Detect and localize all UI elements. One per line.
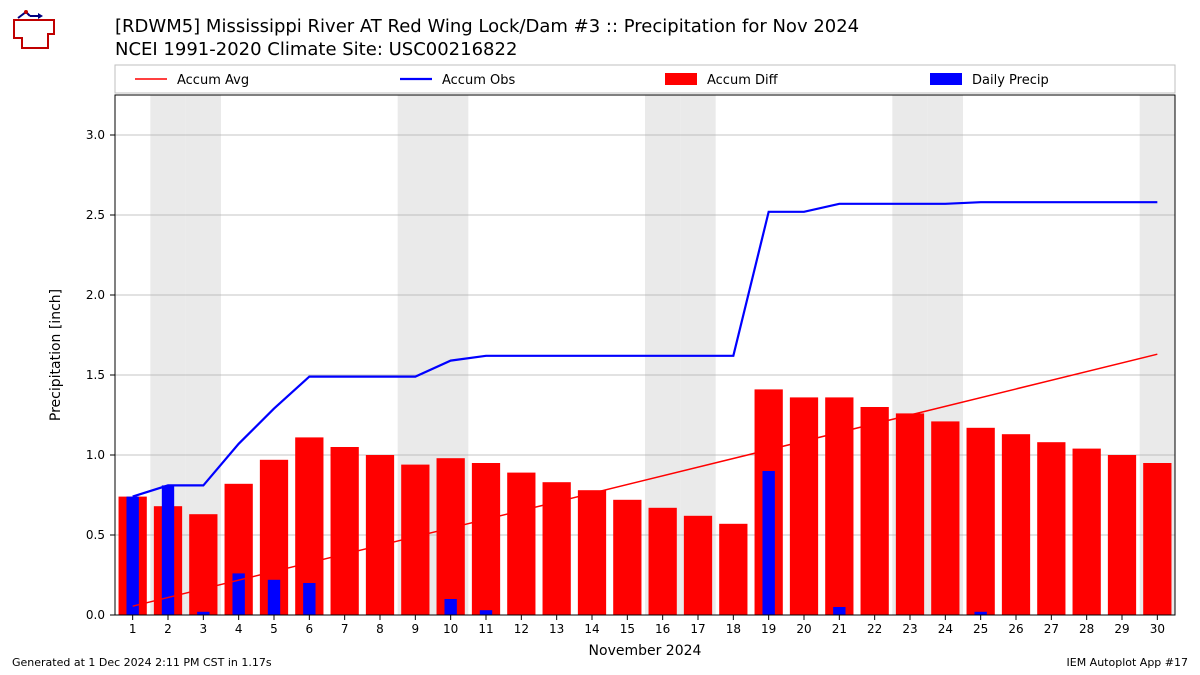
svg-text:11: 11 [478, 622, 493, 636]
svg-text:15: 15 [620, 622, 635, 636]
svg-text:25: 25 [973, 622, 988, 636]
svg-text:4: 4 [235, 622, 243, 636]
svg-text:6: 6 [306, 622, 314, 636]
svg-text:23: 23 [902, 622, 917, 636]
svg-text:29: 29 [1114, 622, 1129, 636]
svg-text:18: 18 [726, 622, 741, 636]
svg-text:14: 14 [584, 622, 599, 636]
svg-text:7: 7 [341, 622, 349, 636]
svg-text:1.5: 1.5 [86, 368, 105, 382]
svg-text:0.0: 0.0 [86, 608, 105, 622]
svg-text:21: 21 [832, 622, 847, 636]
svg-text:Precipitation [inch]: Precipitation [inch] [48, 289, 64, 421]
svg-text:17: 17 [690, 622, 705, 636]
svg-text:November 2024: November 2024 [589, 643, 702, 659]
footer-appid: IEM Autoplot App #17 [1067, 656, 1189, 669]
svg-text:Accum Avg: Accum Avg [177, 73, 249, 88]
svg-text:Accum Obs: Accum Obs [442, 73, 515, 88]
svg-text:Daily Precip: Daily Precip [972, 73, 1049, 88]
svg-text:10: 10 [443, 622, 458, 636]
svg-text:12: 12 [514, 622, 529, 636]
svg-text:Accum Diff: Accum Diff [707, 73, 779, 88]
svg-text:5: 5 [270, 622, 278, 636]
svg-text:0.5: 0.5 [86, 528, 105, 542]
svg-text:19: 19 [761, 622, 776, 636]
svg-text:24: 24 [938, 622, 953, 636]
svg-text:28: 28 [1079, 622, 1094, 636]
svg-text:13: 13 [549, 622, 564, 636]
svg-text:27: 27 [1044, 622, 1059, 636]
svg-text:1.0: 1.0 [86, 448, 105, 462]
precip-chart: 0.00.51.01.52.02.53.01234567891011121314… [0, 0, 1200, 675]
svg-text:16: 16 [655, 622, 670, 636]
svg-text:2.0: 2.0 [86, 288, 105, 302]
svg-text:2: 2 [164, 622, 172, 636]
svg-text:3.0: 3.0 [86, 128, 105, 142]
svg-text:26: 26 [1008, 622, 1023, 636]
svg-text:1: 1 [129, 622, 137, 636]
svg-text:8: 8 [376, 622, 384, 636]
svg-text:30: 30 [1150, 622, 1165, 636]
footer-generated: Generated at 1 Dec 2024 2:11 PM CST in 1… [12, 656, 272, 669]
svg-text:2.5: 2.5 [86, 208, 105, 222]
svg-text:3: 3 [200, 622, 208, 636]
svg-text:22: 22 [867, 622, 882, 636]
svg-text:9: 9 [412, 622, 420, 636]
svg-text:20: 20 [796, 622, 811, 636]
